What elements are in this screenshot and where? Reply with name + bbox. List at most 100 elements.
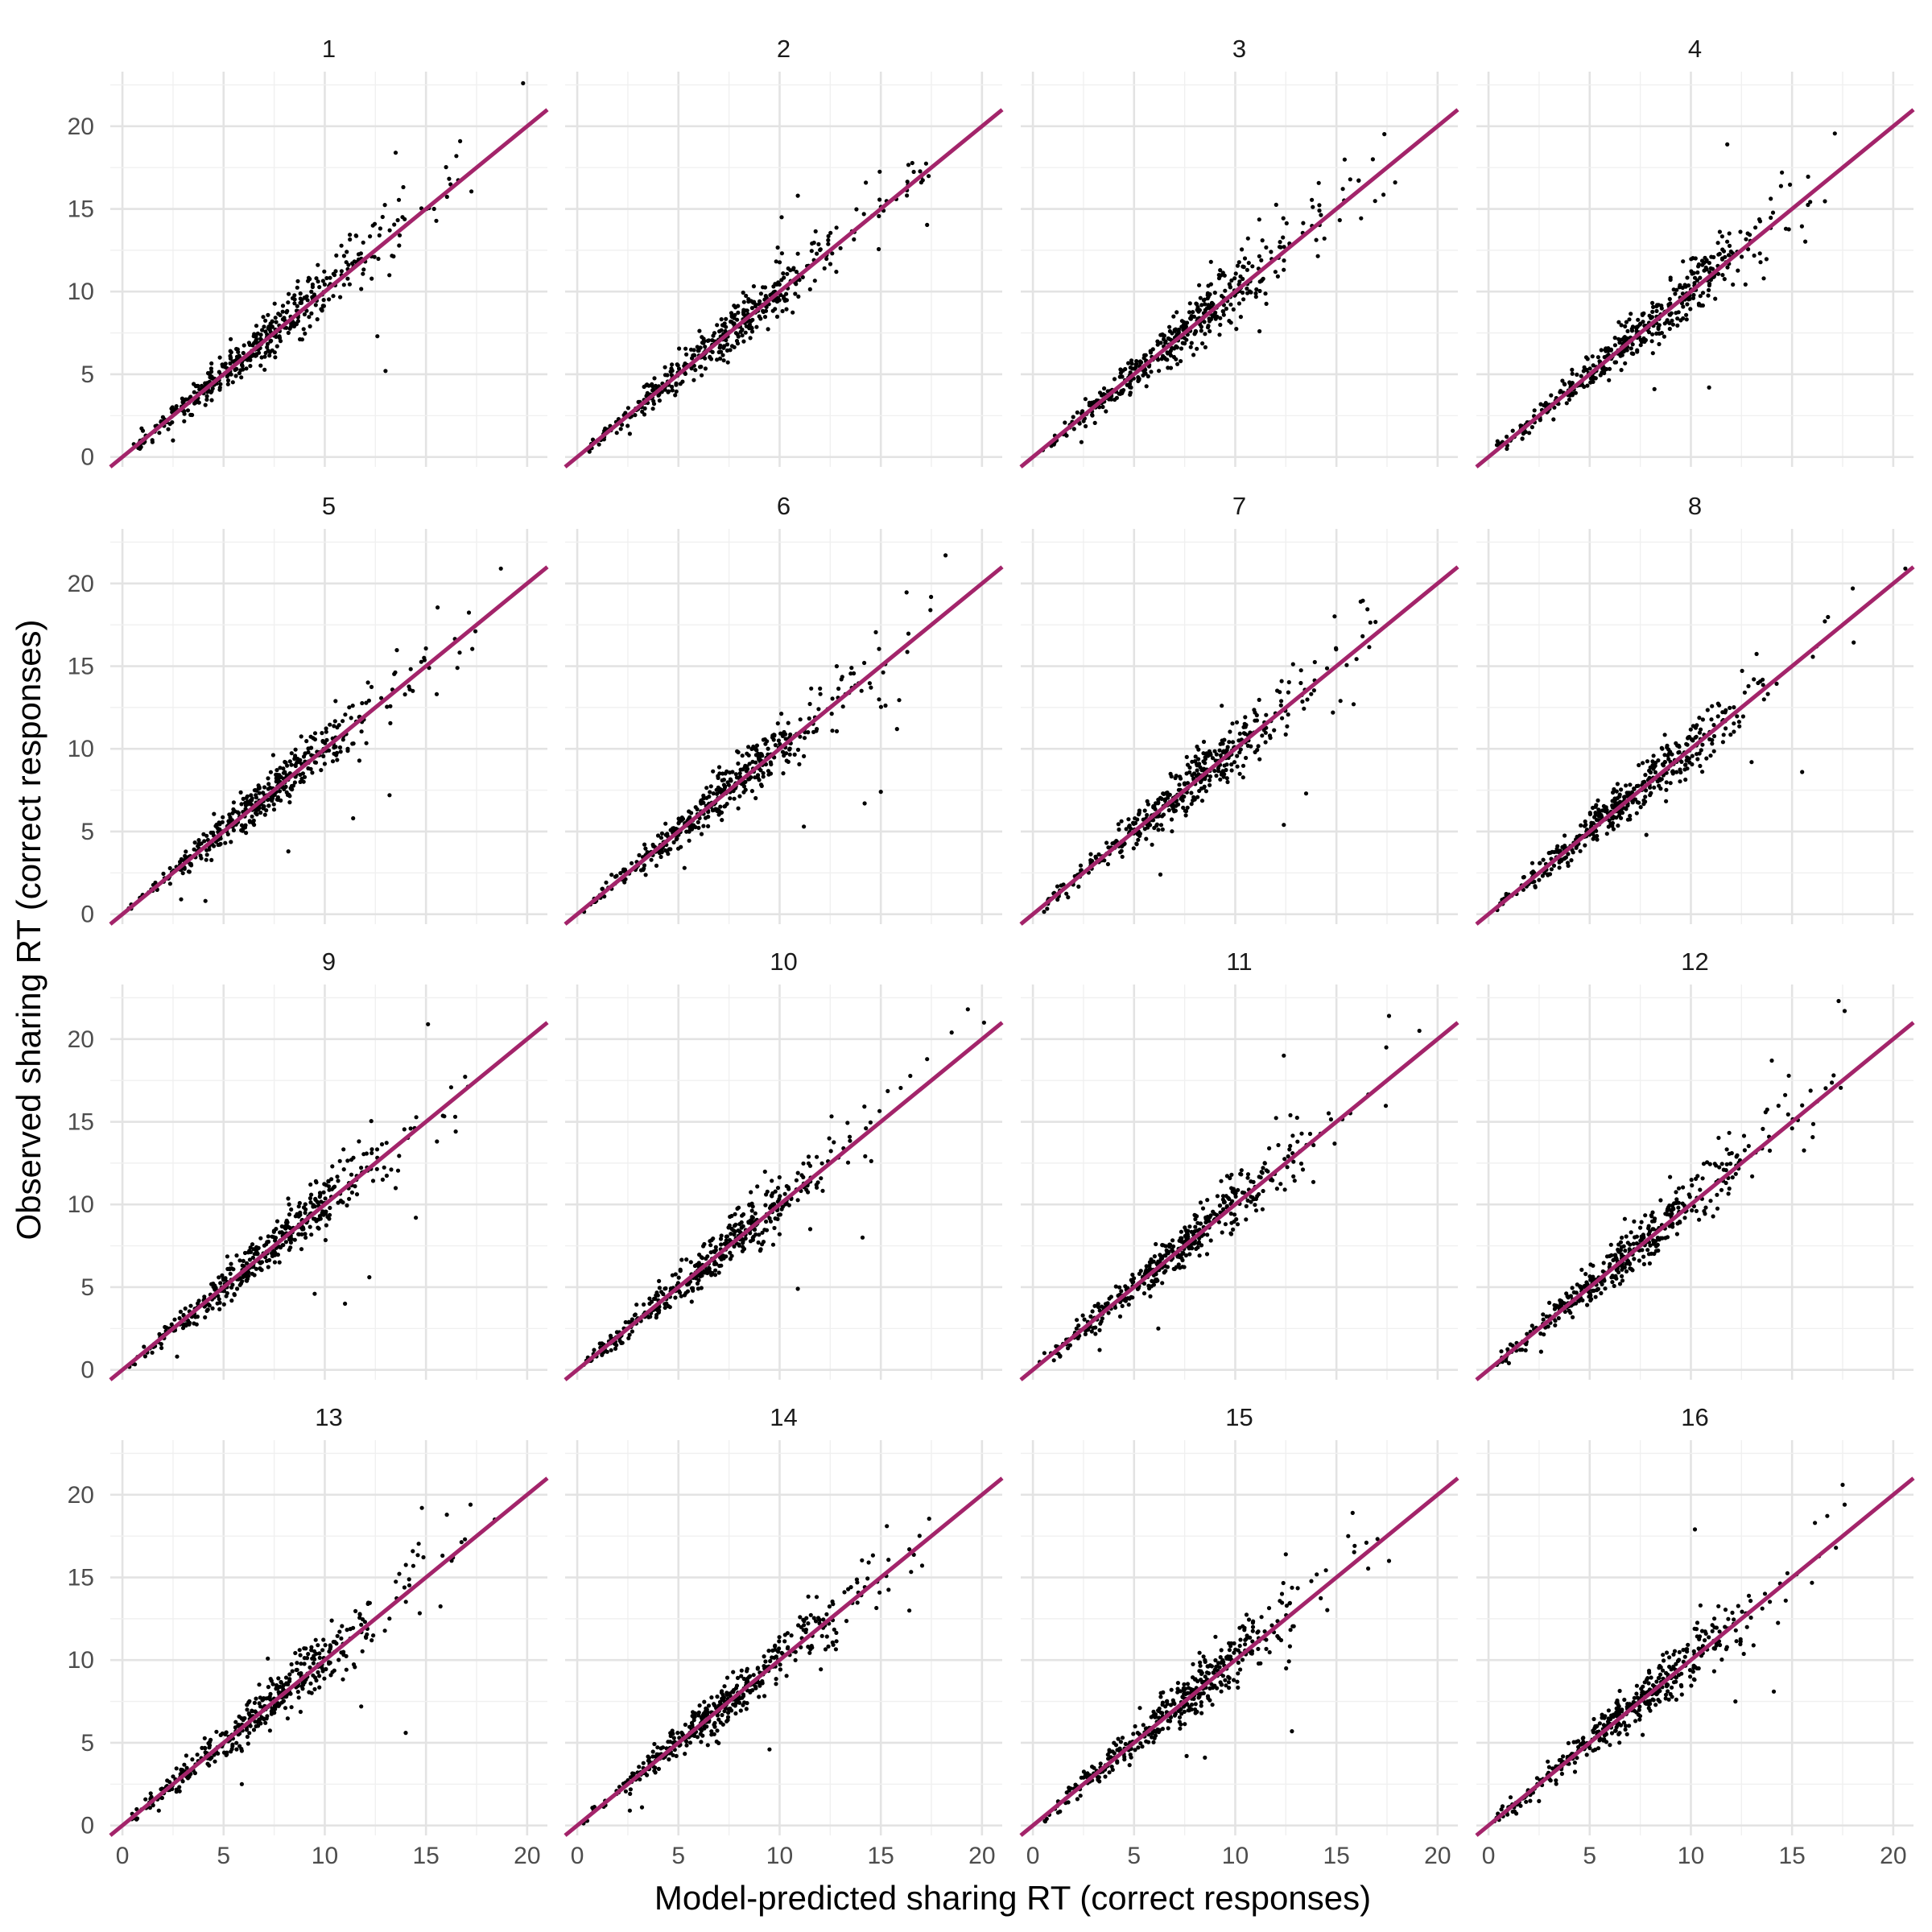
data-point xyxy=(1617,341,1622,345)
data-point xyxy=(393,1186,398,1191)
data-point xyxy=(1119,848,1124,853)
data-point xyxy=(749,329,755,334)
data-point xyxy=(348,237,353,242)
data-point xyxy=(834,225,839,230)
data-point xyxy=(737,794,742,799)
data-point xyxy=(1244,1203,1249,1208)
data-point xyxy=(1253,1208,1259,1213)
data-point xyxy=(1337,217,1342,223)
data-point xyxy=(1697,716,1702,720)
data-point xyxy=(319,768,324,773)
data-point xyxy=(285,763,290,768)
data-point xyxy=(845,1160,851,1165)
data-point xyxy=(1294,1115,1299,1121)
data-point xyxy=(1358,599,1363,605)
data-point xyxy=(223,840,228,845)
data-point xyxy=(1205,1232,1210,1237)
data-point xyxy=(1242,256,1248,261)
data-point xyxy=(1700,770,1705,774)
data-point xyxy=(1383,1104,1389,1108)
data-point xyxy=(1203,1215,1208,1220)
data-point xyxy=(289,1236,294,1241)
data-point xyxy=(1238,315,1243,320)
data-point xyxy=(1163,1269,1168,1274)
data-point xyxy=(929,594,934,600)
data-point xyxy=(708,790,712,795)
data-point xyxy=(1651,753,1656,758)
data-point xyxy=(1700,717,1705,722)
data-point xyxy=(312,1291,317,1296)
data-point xyxy=(259,355,264,360)
data-point xyxy=(365,680,370,685)
data-point xyxy=(1251,1197,1256,1202)
data-point xyxy=(1177,1255,1182,1260)
data-point xyxy=(341,254,346,258)
data-point xyxy=(720,818,724,823)
data-point xyxy=(298,772,303,778)
data-point xyxy=(1171,354,1176,360)
data-point xyxy=(761,770,766,776)
data-point xyxy=(1218,777,1223,782)
data-point xyxy=(1180,1251,1185,1257)
data-point xyxy=(166,427,171,431)
data-point xyxy=(1119,819,1124,824)
data-point xyxy=(275,768,279,773)
panel-3: 3 xyxy=(1019,35,1459,469)
data-point xyxy=(812,279,817,283)
data-point xyxy=(334,253,339,258)
data-point xyxy=(1770,210,1776,215)
data-point xyxy=(735,317,740,322)
data-point xyxy=(452,1114,458,1119)
data-point xyxy=(815,1154,819,1159)
data-point xyxy=(618,871,623,876)
data-point xyxy=(1596,810,1602,815)
data-point xyxy=(795,1170,800,1175)
data-point xyxy=(407,684,411,689)
data-point xyxy=(1142,353,1147,357)
data-point xyxy=(1709,254,1714,259)
data-point xyxy=(687,838,691,843)
data-point xyxy=(1197,308,1202,312)
data-point xyxy=(1643,795,1648,799)
data-point xyxy=(1239,1168,1244,1173)
data-point xyxy=(1127,824,1132,828)
data-point xyxy=(1203,761,1208,766)
data-point xyxy=(1800,770,1805,774)
data-point xyxy=(633,1312,638,1317)
data-point xyxy=(1126,1302,1131,1307)
data-point xyxy=(1682,762,1688,767)
data-point xyxy=(339,243,344,248)
data-point xyxy=(894,727,899,732)
data-point xyxy=(337,745,343,750)
data-point xyxy=(1593,376,1598,381)
data-point xyxy=(1206,283,1211,288)
data-point xyxy=(304,739,309,744)
data-point xyxy=(233,374,238,378)
data-point xyxy=(643,873,648,877)
data-point xyxy=(280,303,286,308)
data-point xyxy=(670,388,675,393)
data-point xyxy=(1228,729,1232,734)
data-point xyxy=(1207,303,1212,308)
data-point xyxy=(1158,823,1164,828)
data-point xyxy=(737,771,742,776)
data-point xyxy=(839,677,844,682)
data-point xyxy=(1117,1314,1123,1319)
data-point xyxy=(369,684,374,690)
data-point xyxy=(239,802,244,807)
data-point xyxy=(727,770,733,775)
data-point xyxy=(312,760,317,765)
data-point xyxy=(741,290,745,295)
data-point xyxy=(1236,1187,1241,1192)
data-point xyxy=(341,719,345,724)
data-point xyxy=(414,1216,419,1220)
reference-line xyxy=(1019,1021,1459,1381)
data-point xyxy=(701,336,706,341)
data-point xyxy=(1622,795,1627,799)
data-point xyxy=(287,1202,291,1207)
panel-label: 4 xyxy=(1688,35,1702,63)
data-point xyxy=(668,847,673,852)
data-point xyxy=(308,1182,313,1187)
data-point xyxy=(1656,758,1661,763)
data-point xyxy=(306,279,311,283)
